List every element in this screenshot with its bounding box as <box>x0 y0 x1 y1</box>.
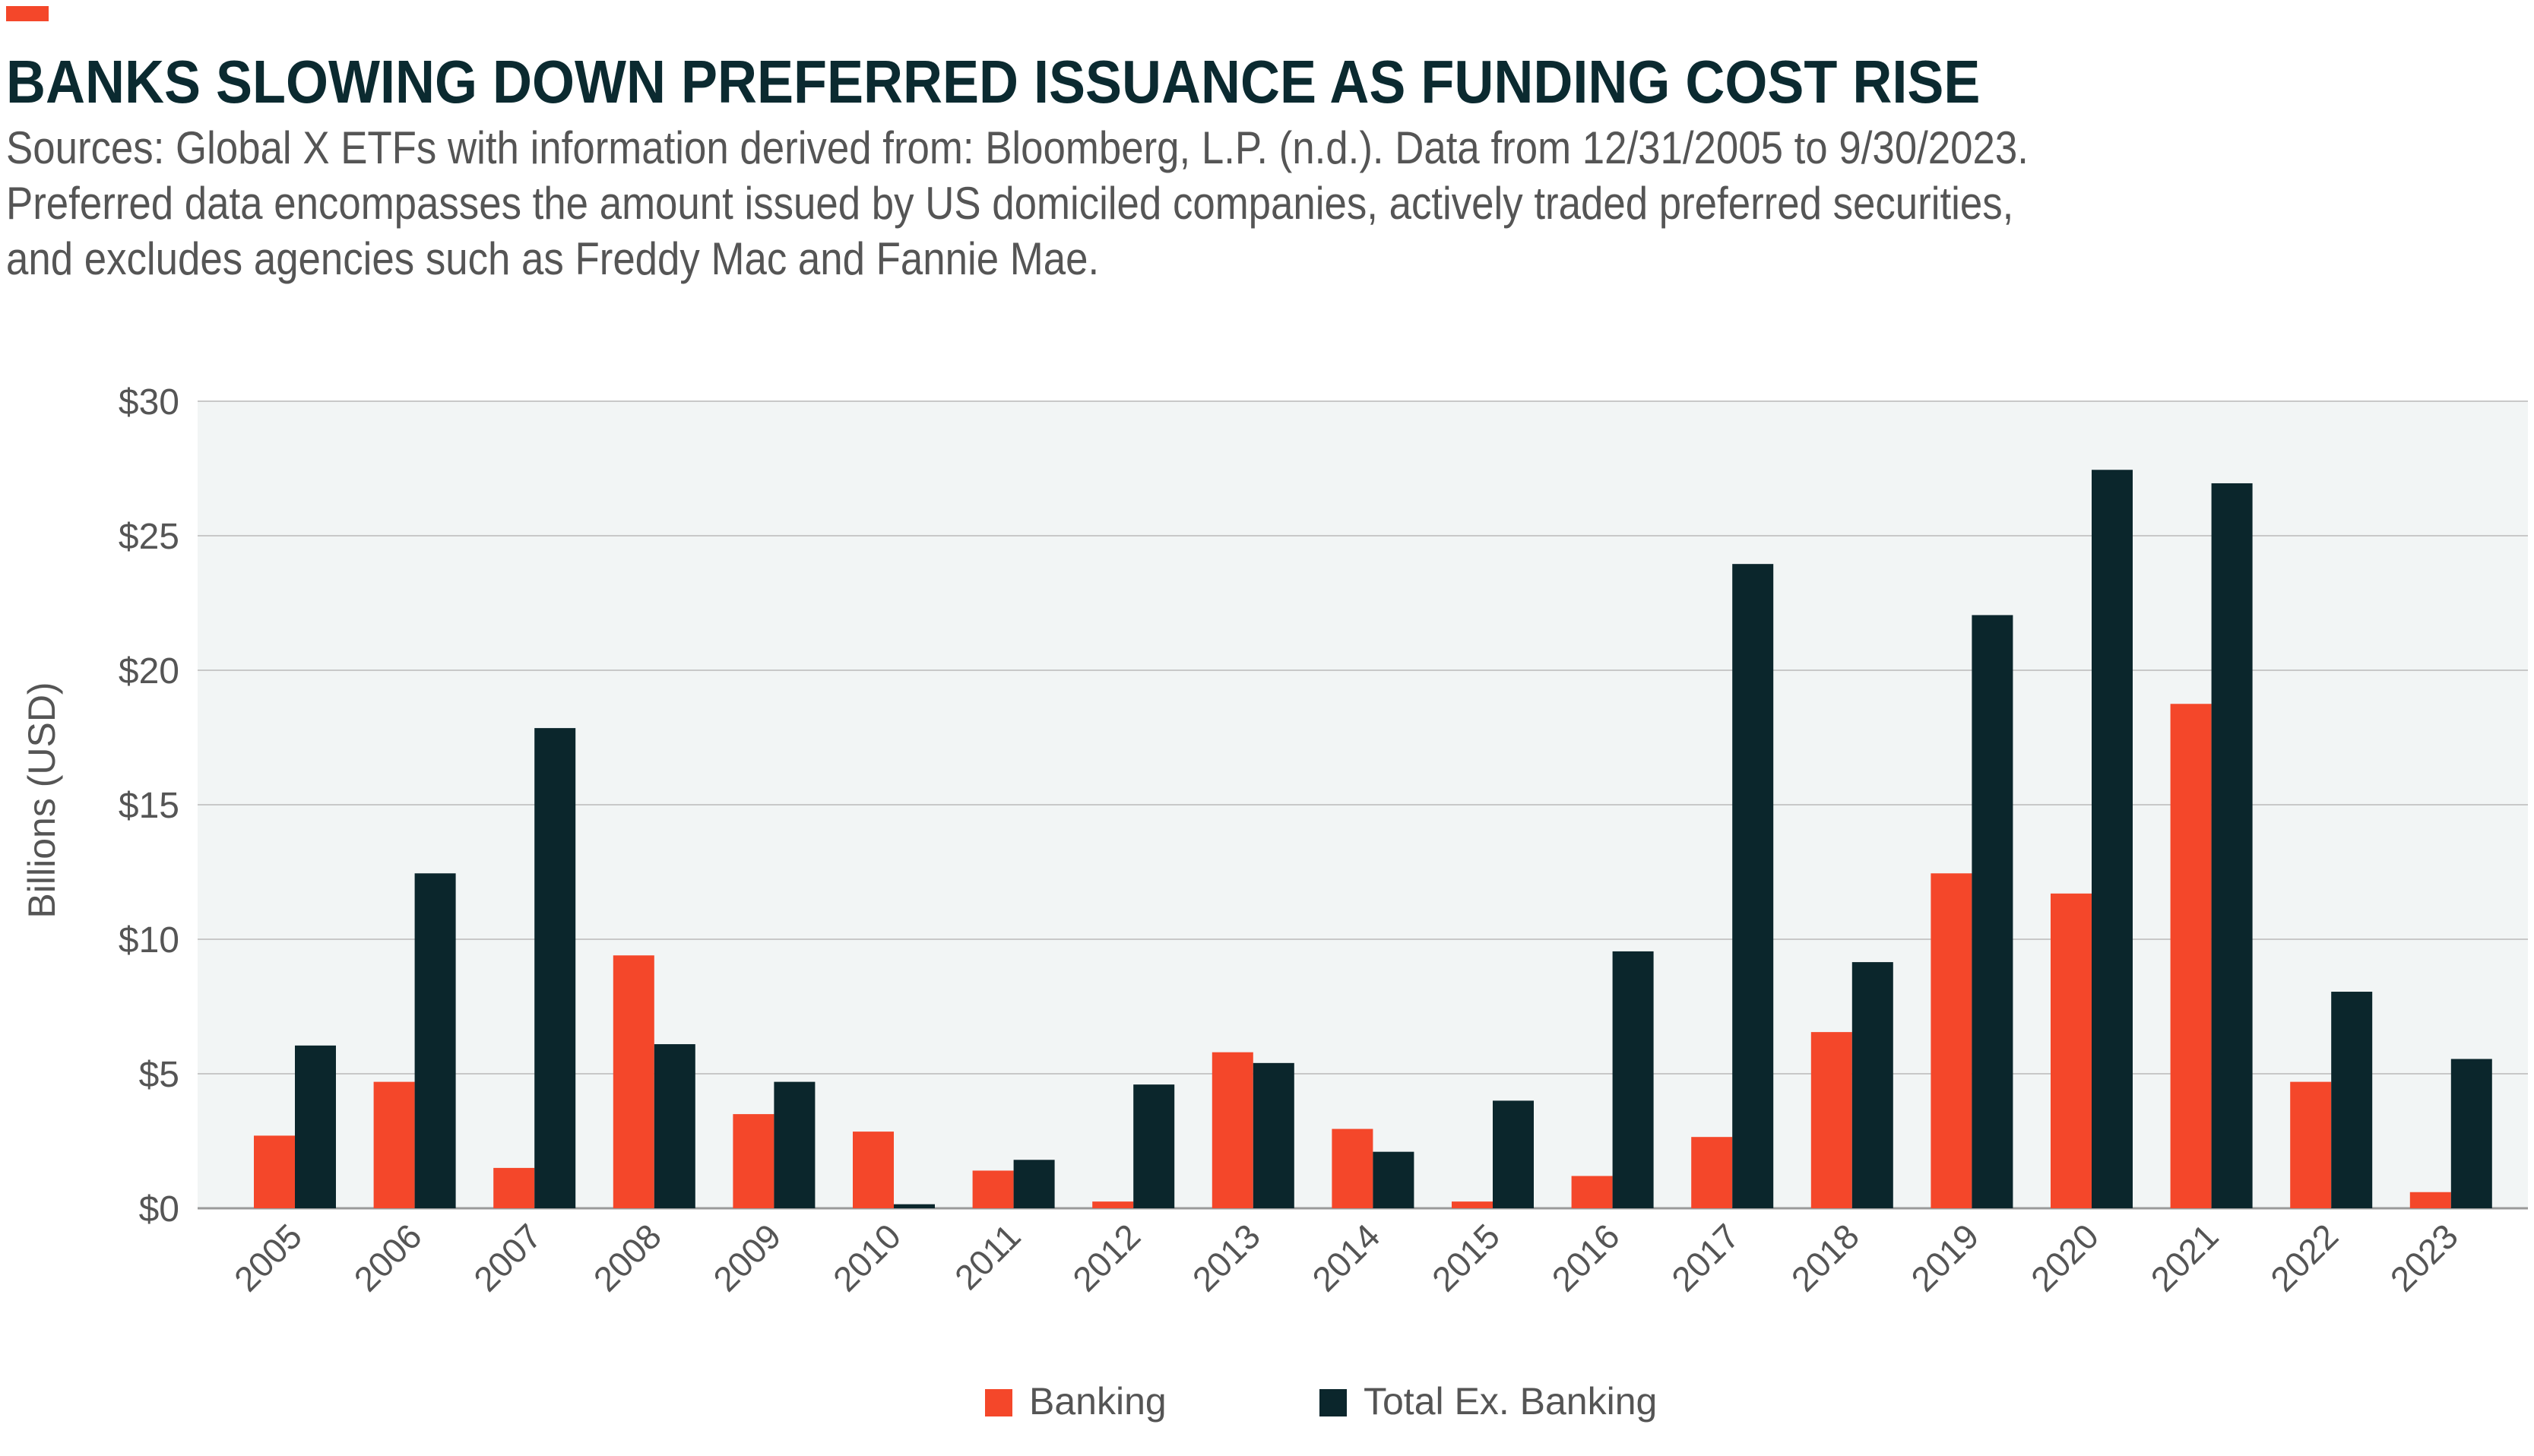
bar-total-ex-banking <box>2211 483 2253 1208</box>
y-tick-label: $20 <box>119 651 179 692</box>
bar-total-ex-banking <box>1612 951 1654 1208</box>
x-tick-label: 2021 <box>2143 1216 2226 1299</box>
legend-label-total-ex-banking: Total Ex. Banking <box>1364 1380 1658 1423</box>
bar-banking <box>2170 704 2212 1208</box>
x-tick-label: 2009 <box>705 1216 788 1299</box>
bar-banking <box>1571 1176 1613 1208</box>
bar-total-ex-banking <box>1972 615 2013 1208</box>
subtitle-line-1: Sources: Global X ETFs with information … <box>6 122 2029 173</box>
bar-banking <box>1931 873 1972 1208</box>
bar-banking <box>972 1170 1014 1208</box>
subtitle-line-2: Preferred data encompasses the amount is… <box>6 178 2014 229</box>
bar-total-ex-banking <box>414 873 456 1208</box>
y-tick-label: $30 <box>119 382 179 423</box>
legend-label-banking: Banking <box>1029 1380 1167 1423</box>
subtitle-line-3: and excludes agencies such as Freddy Mac… <box>6 233 1100 284</box>
bar-total-ex-banking <box>1133 1084 1175 1208</box>
x-tick-label: 2020 <box>2023 1216 2106 1299</box>
bars <box>254 470 2492 1208</box>
bar-total-ex-banking <box>894 1204 935 1208</box>
x-tick-label: 2015 <box>1424 1216 1507 1299</box>
y-tick-label: $15 <box>119 786 179 826</box>
bar-total-ex-banking <box>1493 1100 1534 1208</box>
legend-swatch-total-ex-banking <box>1319 1389 1347 1416</box>
y-tick-label: $25 <box>119 517 179 557</box>
bar-banking <box>1810 1032 1852 1208</box>
bar-banking <box>853 1132 894 1208</box>
bar-banking <box>2409 1192 2451 1208</box>
y-tick-label: $10 <box>119 920 179 961</box>
y-tick-label: $5 <box>139 1055 179 1095</box>
legend: Banking Total Ex. Banking <box>0 1375 2534 1429</box>
x-tick-label: 2017 <box>1664 1216 1747 1299</box>
bar-total-ex-banking <box>2331 992 2373 1208</box>
legend-swatch-banking <box>985 1389 1012 1416</box>
bar-banking <box>1212 1052 1253 1208</box>
x-tick-label: 2022 <box>2263 1216 2346 1299</box>
bar-total-ex-banking <box>2092 470 2133 1208</box>
bar-total-ex-banking <box>1373 1151 1414 1208</box>
bar-banking <box>1092 1201 1134 1208</box>
bar-banking <box>493 1167 535 1208</box>
bar-banking <box>1332 1128 1373 1208</box>
x-tick-label: 2016 <box>1544 1216 1627 1299</box>
bar-total-ex-banking <box>1732 564 1774 1208</box>
bar-banking <box>2290 1081 2332 1208</box>
x-tick-label: 2018 <box>1784 1216 1867 1299</box>
bar-total-ex-banking <box>1851 962 1893 1208</box>
x-tick-label: 2008 <box>586 1216 669 1299</box>
bar-total-ex-banking <box>1253 1062 1294 1208</box>
x-tick-label: 2011 <box>947 1216 1028 1297</box>
x-tick-label: 2006 <box>347 1216 429 1299</box>
bar-banking <box>373 1081 415 1208</box>
bar-total-ex-banking <box>1013 1160 1055 1208</box>
bar-total-ex-banking <box>654 1044 695 1208</box>
bar-banking <box>733 1114 774 1208</box>
y-tick-label: $0 <box>139 1189 179 1230</box>
gridlines <box>198 400 2528 1210</box>
bar-total-ex-banking <box>534 728 576 1208</box>
chart-title: BANKS SLOWING DOWN PREFERRED ISSUANCE AS… <box>6 48 1981 116</box>
x-tick-label: 2019 <box>1903 1216 1986 1299</box>
accent-bar <box>6 6 49 21</box>
x-tick-label: 2013 <box>1185 1216 1268 1299</box>
bar-total-ex-banking <box>2450 1059 2492 1208</box>
y-axis-ticks: $0 $5 $10 $15 $20 $25 $30 <box>119 382 179 1230</box>
bar-banking <box>2051 893 2092 1208</box>
x-tick-label: 2023 <box>2383 1216 2466 1299</box>
x-tick-label: 2010 <box>825 1216 908 1299</box>
bar-banking <box>613 955 654 1208</box>
bar-banking <box>1691 1137 1733 1208</box>
y-axis-label: Billions (USD) <box>21 682 63 918</box>
x-tick-label: 2007 <box>466 1216 549 1299</box>
x-tick-label: 2005 <box>226 1216 309 1299</box>
bar-total-ex-banking <box>774 1081 816 1208</box>
x-tick-label: 2014 <box>1304 1216 1387 1299</box>
bar-banking <box>1452 1201 1493 1208</box>
x-tick-label: 2012 <box>1065 1216 1148 1299</box>
x-axis-ticks: 2005 2006 2007 2008 2009 2010 2011 2012 2013 2014… <box>226 1216 2466 1299</box>
chart-subtitle: Sources: Global X ETFs with information … <box>6 120 2414 286</box>
bar-banking <box>254 1135 295 1208</box>
bar-total-ex-banking <box>295 1045 336 1208</box>
